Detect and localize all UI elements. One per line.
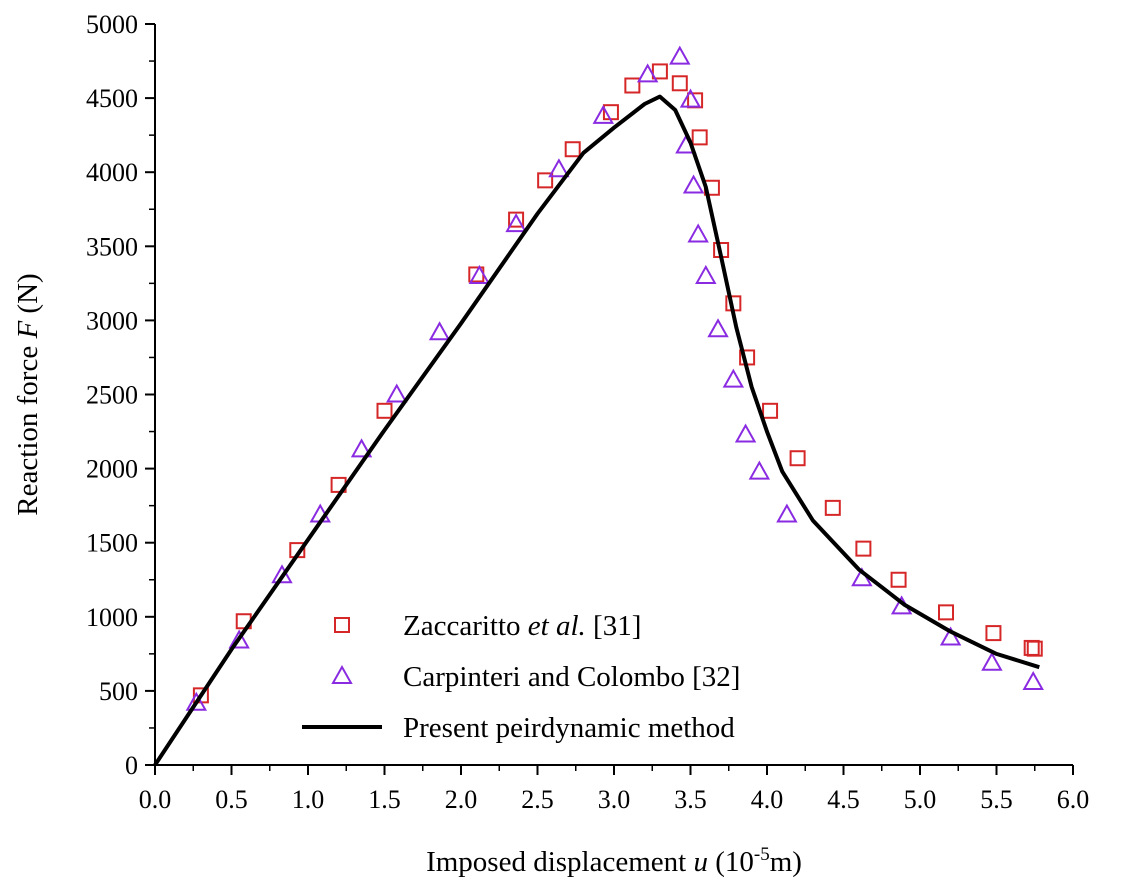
legend-label: Carpinteri and Colombo [32]	[403, 661, 740, 693]
data-point	[548, 158, 570, 178]
legend-item: Carpinteri and Colombo [32]	[331, 661, 740, 693]
x-tick-label: 0.5	[215, 785, 248, 814]
legend-label: Present peirdynamic method	[403, 712, 735, 744]
data-point	[707, 318, 729, 338]
legend-item: Zaccaritto et al. [31]	[334, 610, 641, 642]
data-point	[508, 211, 525, 228]
data-point	[624, 77, 641, 94]
data-point	[671, 75, 688, 92]
x-tick-label: 0.0	[139, 785, 172, 814]
data-point	[468, 264, 491, 284]
data-point	[855, 540, 872, 557]
data-point	[985, 625, 1002, 642]
x-tick-label: 4.5	[827, 785, 860, 814]
axes	[145, 23, 1074, 775]
y-tick-label: 500	[99, 677, 138, 706]
data-point	[505, 213, 527, 233]
data-point	[592, 104, 614, 124]
legend: Zaccaritto et al. [31] Carpinteri and Col…	[302, 610, 740, 744]
data-point	[981, 651, 1003, 671]
data-point	[376, 402, 393, 419]
x-tick-label: 5.5	[980, 785, 1013, 814]
data-point	[691, 129, 708, 146]
series-2	[153, 94, 1040, 767]
data-point	[185, 691, 208, 711]
data-point	[687, 223, 709, 243]
data-point	[762, 402, 779, 419]
x-tick-label: 4.0	[751, 785, 784, 814]
data-point	[824, 499, 841, 516]
data-point	[682, 174, 705, 194]
data-point	[1023, 639, 1040, 656]
data-point	[695, 264, 717, 284]
data-point	[939, 626, 962, 646]
data-point	[890, 571, 907, 588]
data-point	[722, 368, 745, 388]
series-line	[153, 94, 1040, 767]
series-0	[192, 63, 1043, 704]
y-tick-label: 5000	[86, 10, 138, 39]
data-point	[428, 321, 451, 341]
data-point	[636, 63, 659, 83]
data-point	[938, 604, 955, 621]
legend-item: Present peirdynamic method	[302, 712, 735, 744]
x-tick-label: 2.0	[445, 785, 478, 814]
data-point	[350, 438, 373, 458]
x-tick-label: 3.5	[674, 785, 707, 814]
y-tick-label: 3500	[86, 232, 138, 261]
data-point	[734, 423, 757, 443]
y-tick-label: 4500	[86, 84, 138, 113]
data-point	[651, 63, 668, 80]
data-point	[564, 141, 581, 158]
data-point	[228, 629, 250, 649]
y-tick-label: 0	[125, 751, 138, 780]
axis-labels: 0.0 0.5 1.0 1.5 2.0 2.5 3.0 3.5 4.0 4.5 5.0 5.5 6.0 0…	[12, 10, 1089, 878]
y-tick-label: 2000	[86, 455, 138, 484]
x-tick-label: 6.0	[1057, 785, 1090, 814]
data-point	[748, 460, 771, 480]
data-point	[386, 383, 408, 403]
data-point	[776, 503, 798, 523]
legend-label: Zaccaritto et al. [31]	[403, 610, 641, 642]
x-tick-label: 2.5	[521, 785, 554, 814]
legend-marker	[331, 664, 353, 684]
x-tick-label: 1.5	[368, 785, 401, 814]
y-tick-label: 1500	[86, 529, 138, 558]
x-tick-label: 3.0	[598, 785, 631, 814]
y-tick-label: 4000	[86, 158, 138, 187]
legend-marker	[334, 617, 350, 633]
y-tick-label: 1000	[86, 603, 138, 632]
series-layer	[153, 45, 1044, 767]
x-tick-label: 5.0	[904, 785, 937, 814]
x-tick-label: 1.0	[292, 785, 325, 814]
data-point	[669, 45, 691, 65]
x-axis-title: Imposed displacement u (10-5m)	[426, 844, 802, 878]
data-point	[789, 450, 806, 467]
y-tick-label: 2500	[86, 381, 138, 410]
y-axis-title: Reaction force F (N)	[12, 273, 44, 515]
data-point	[537, 172, 554, 189]
y-tick-label: 3000	[86, 306, 138, 335]
data-point	[679, 88, 702, 108]
data-point	[271, 564, 293, 584]
data-point	[1022, 670, 1044, 691]
